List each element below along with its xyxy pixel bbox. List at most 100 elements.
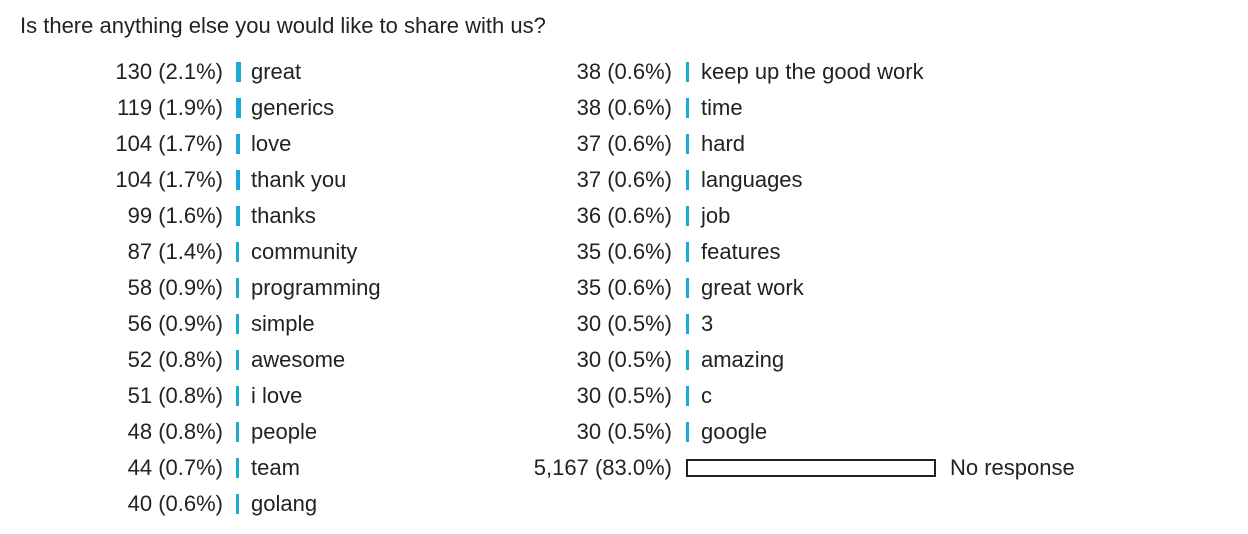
result-row: 30 (0.5%) amazing (440, 342, 1200, 378)
count-label: 99 (1.6%) (127, 203, 223, 228)
count-label: 36 (0.6%) (576, 203, 672, 228)
word-label: c (701, 383, 712, 408)
count-label: 51 (0.8%) (127, 383, 223, 408)
result-row: 30 (0.5%) google (440, 414, 1200, 450)
count-bar (236, 242, 240, 262)
count-label: 130 (2.1%) (115, 59, 223, 84)
result-row: 87 (1.4%) community (0, 234, 760, 270)
count-label: 87 (1.4%) (127, 239, 223, 264)
result-row: 130 (2.1%) great (0, 54, 760, 90)
results-column-right: 38 (0.6%) keep up the good work 38 (0.6%) t… (440, 54, 1200, 486)
question-title: Is there anything else you would like to… (20, 13, 546, 38)
result-row: 36 (0.6%) job (440, 198, 1200, 234)
word-label: amazing (701, 347, 785, 372)
count-bar (686, 170, 689, 190)
count-bar (236, 170, 240, 190)
word-label: love (251, 131, 292, 156)
count-bar (236, 386, 239, 406)
no-response-label: No response (950, 455, 1075, 480)
count-bar (236, 314, 239, 334)
count-bar (236, 98, 241, 118)
result-row: 40 (0.6%) golang (0, 486, 760, 522)
count-label: 5,167 (83.0%) (533, 455, 672, 480)
count-bar (236, 422, 239, 442)
count-bar (236, 206, 240, 226)
result-row: 35 (0.6%) great work (440, 270, 1200, 306)
count-label: 48 (0.8%) (127, 419, 223, 444)
result-row: 104 (1.7%) love (0, 126, 760, 162)
result-row: 37 (0.6%) hard (440, 126, 1200, 162)
word-label: google (701, 419, 768, 444)
word-label: job (701, 203, 731, 228)
result-row: 38 (0.6%) time (440, 90, 1200, 126)
word-label: awesome (251, 347, 346, 372)
count-bar (686, 386, 689, 406)
count-label: 119 (1.9%) (117, 95, 223, 120)
count-bar (686, 314, 689, 334)
count-bar (236, 134, 240, 154)
count-bar (686, 242, 689, 262)
word-label: great (251, 59, 302, 84)
result-row: 48 (0.8%) people (0, 414, 760, 450)
count-label: 52 (0.8%) (127, 347, 223, 372)
result-row: 51 (0.8%) i love (0, 378, 760, 414)
count-bar (686, 98, 689, 118)
result-row: 56 (0.9%) simple (0, 306, 760, 342)
word-label: great work (701, 275, 804, 300)
count-bar (686, 62, 689, 82)
count-label: 35 (0.6%) (576, 275, 672, 300)
result-row: 30 (0.5%) 3 (440, 306, 1200, 342)
results-column-left: 130 (2.1%) great 119 (1.9%) generics 104 (1.… (0, 54, 760, 522)
word-label: programming (251, 275, 381, 300)
count-bar (236, 494, 239, 514)
count-label: 30 (0.5%) (576, 347, 672, 372)
count-label: 30 (0.5%) (576, 419, 672, 444)
count-label: 104 (1.7%) (115, 167, 223, 192)
result-row: 119 (1.9%) generics (0, 90, 760, 126)
count-label: 30 (0.5%) (576, 383, 672, 408)
count-bar (686, 134, 689, 154)
result-row: 37 (0.6%) languages (440, 162, 1200, 198)
count-bar (686, 422, 689, 442)
count-label: 58 (0.9%) (127, 275, 223, 300)
result-row: 104 (1.7%) thank you (0, 162, 760, 198)
result-row: 38 (0.6%) keep up the good work (440, 54, 1200, 90)
count-label: 104 (1.7%) (115, 131, 223, 156)
count-label: 30 (0.5%) (576, 311, 672, 336)
count-label: 44 (0.7%) (127, 455, 223, 480)
count-label: 37 (0.6%) (576, 167, 672, 192)
no-response-row: 5,167 (83.0%) No response (440, 450, 1200, 486)
count-label: 56 (0.9%) (127, 311, 223, 336)
word-label: time (701, 95, 743, 120)
word-label: thank you (251, 167, 347, 192)
result-row: 58 (0.9%) programming (0, 270, 760, 306)
word-label: people (251, 419, 318, 444)
result-row: 30 (0.5%) c (440, 378, 1200, 414)
no-response-bar (686, 459, 936, 477)
word-label: golang (251, 491, 318, 516)
word-label: simple (251, 311, 315, 336)
word-label: hard (701, 131, 746, 156)
word-label: community (251, 239, 358, 264)
word-label: languages (701, 167, 803, 192)
result-row: 44 (0.7%) team (0, 450, 760, 486)
count-bar (236, 278, 239, 298)
result-row: 52 (0.8%) awesome (0, 342, 760, 378)
count-bar (236, 62, 241, 82)
count-bar (686, 278, 689, 298)
count-bar (236, 458, 239, 478)
result-row: 99 (1.6%) thanks (0, 198, 760, 234)
count-bar (686, 350, 689, 370)
count-label: 40 (0.6%) (127, 491, 223, 516)
word-label: thanks (251, 203, 316, 228)
count-label: 35 (0.6%) (576, 239, 672, 264)
word-label: i love (251, 383, 303, 408)
word-label: generics (251, 95, 335, 120)
result-row: 35 (0.6%) features (440, 234, 1200, 270)
word-label: features (701, 239, 781, 264)
word-label: keep up the good work (701, 59, 924, 84)
word-label: team (251, 455, 300, 480)
count-label: 38 (0.6%) (576, 95, 672, 120)
count-label: 38 (0.6%) (576, 59, 672, 84)
word-label: 3 (701, 311, 714, 336)
